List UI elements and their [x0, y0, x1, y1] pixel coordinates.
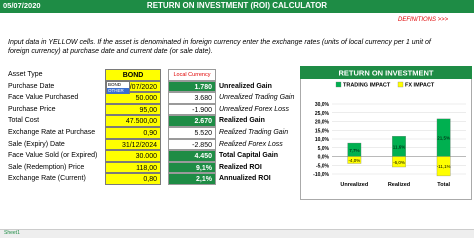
legend-label: FX IMPACT [405, 83, 435, 89]
input-cell[interactable]: 30.000 [105, 150, 161, 162]
date: 05/07/2020 [3, 1, 41, 10]
result-label: Unrealized Gain [219, 82, 272, 90]
data-label: -4,0% [348, 158, 360, 163]
x-tick-label: Realized [388, 182, 410, 188]
x-tick-label: Unrealized [340, 182, 368, 188]
input-label: Sale (Redemption) Price [8, 163, 85, 171]
input-label: Sale (Expiry) Date [8, 140, 65, 148]
y-tick-label: 20,0% [315, 120, 330, 126]
data-label: 21,5% [437, 136, 450, 141]
input-label: Exchange Rate at Purchase [8, 129, 96, 136]
result-value: 5.520 [168, 127, 216, 139]
input-cell[interactable]: 31/12/2024 [105, 138, 161, 151]
result-value: 2.670 [168, 115, 216, 127]
bar [392, 156, 406, 168]
local-currency: Local Currency [168, 69, 216, 81]
y-tick-label: 5,0% [318, 146, 330, 152]
result-value: -1.900 [168, 103, 216, 116]
data-label: -6,0% [393, 160, 405, 165]
y-tick-label: 30,0% [315, 102, 330, 108]
result-value: 1.780 [168, 80, 216, 93]
y-tick-label: 10,0% [315, 137, 330, 143]
result-value: 9,1% [168, 161, 216, 174]
input-cell[interactable]: 0,90 [105, 127, 161, 139]
dropdown-option[interactable]: OTHER [107, 87, 129, 94]
y-tick-label: 25,0% [315, 111, 330, 117]
dropdown-option[interactable]: BOND [108, 81, 122, 87]
result-label: Realized Trading Gain [219, 129, 289, 136]
chart-header [300, 66, 472, 79]
result-label: Total Capital Gain [219, 152, 278, 160]
chart-title: RETURN ON INVESTMENT [338, 69, 433, 78]
input-label: Total Cost [8, 117, 40, 125]
instructions: Input data in YELLOW cells. If the asset… [8, 39, 431, 55]
input-label: Exchange Rate (Current) [8, 175, 86, 183]
legend-label: TRADING IMPACT [343, 83, 391, 89]
input-cell[interactable]: 50.000 [105, 92, 161, 104]
legend-swatch [397, 81, 404, 88]
y-tick-label: -10,0% [313, 172, 329, 178]
result-value: -2.850 [168, 138, 216, 151]
result-value: 4.450 [168, 150, 216, 162]
input-cell[interactable]: 118,00 [105, 161, 161, 174]
input-label: Purchase Price [8, 105, 56, 113]
y-tick-label: 15,0% [315, 128, 330, 134]
sheet-tab[interactable]: Sheet1 [4, 230, 20, 236]
input-label: Face Value Sold (or Expired) [8, 152, 98, 160]
legend-swatch [335, 81, 342, 88]
title: RETURN ON INVESTMENT (ROI) CALCULATOR [146, 1, 328, 10]
tab-bar [0, 229, 474, 238]
roi-chart: RETURN ON INVESTMENT TRADING IMPACT FX IMP… [300, 66, 472, 200]
input-cell[interactable]: 95,00 [105, 103, 161, 116]
data-label: 11,6% [393, 144, 405, 149]
input-label: Purchase Date [8, 82, 55, 90]
result-value: 2,1% [168, 173, 216, 185]
input-label: Asset Type [8, 71, 43, 78]
input-cell[interactable]: 0,80 [105, 173, 161, 185]
data-label: -11,1% [437, 164, 451, 169]
result-label: Unrealized Trading Gain [219, 94, 295, 102]
input-cell[interactable]: 01/07/2020 [105, 80, 161, 93]
y-tick-label: -5,0% [316, 163, 330, 169]
result-label: Realized Forex Loss [219, 140, 283, 148]
bar [347, 156, 362, 164]
y-tick-label: 0,0% [318, 155, 330, 161]
input-label: Face Value Purchased [8, 94, 79, 102]
x-tick-label: Total [437, 182, 450, 188]
bar [436, 156, 451, 177]
input-cell[interactable]: 47.500,00 [105, 115, 161, 127]
result-label: Realized ROI [219, 163, 262, 171]
input-cell[interactable]: BOND [105, 69, 161, 81]
data-label: 7,7% [349, 148, 359, 153]
definitions-link[interactable]: DEFINITIONS >>> [398, 17, 449, 23]
title-bar [0, 0, 474, 13]
result-label: Annualized ROI [219, 175, 271, 183]
result-label: Realized Gain [219, 117, 265, 125]
result-label: Unrealized Forex Loss [219, 105, 290, 113]
result-value: 3.680 [168, 92, 216, 104]
